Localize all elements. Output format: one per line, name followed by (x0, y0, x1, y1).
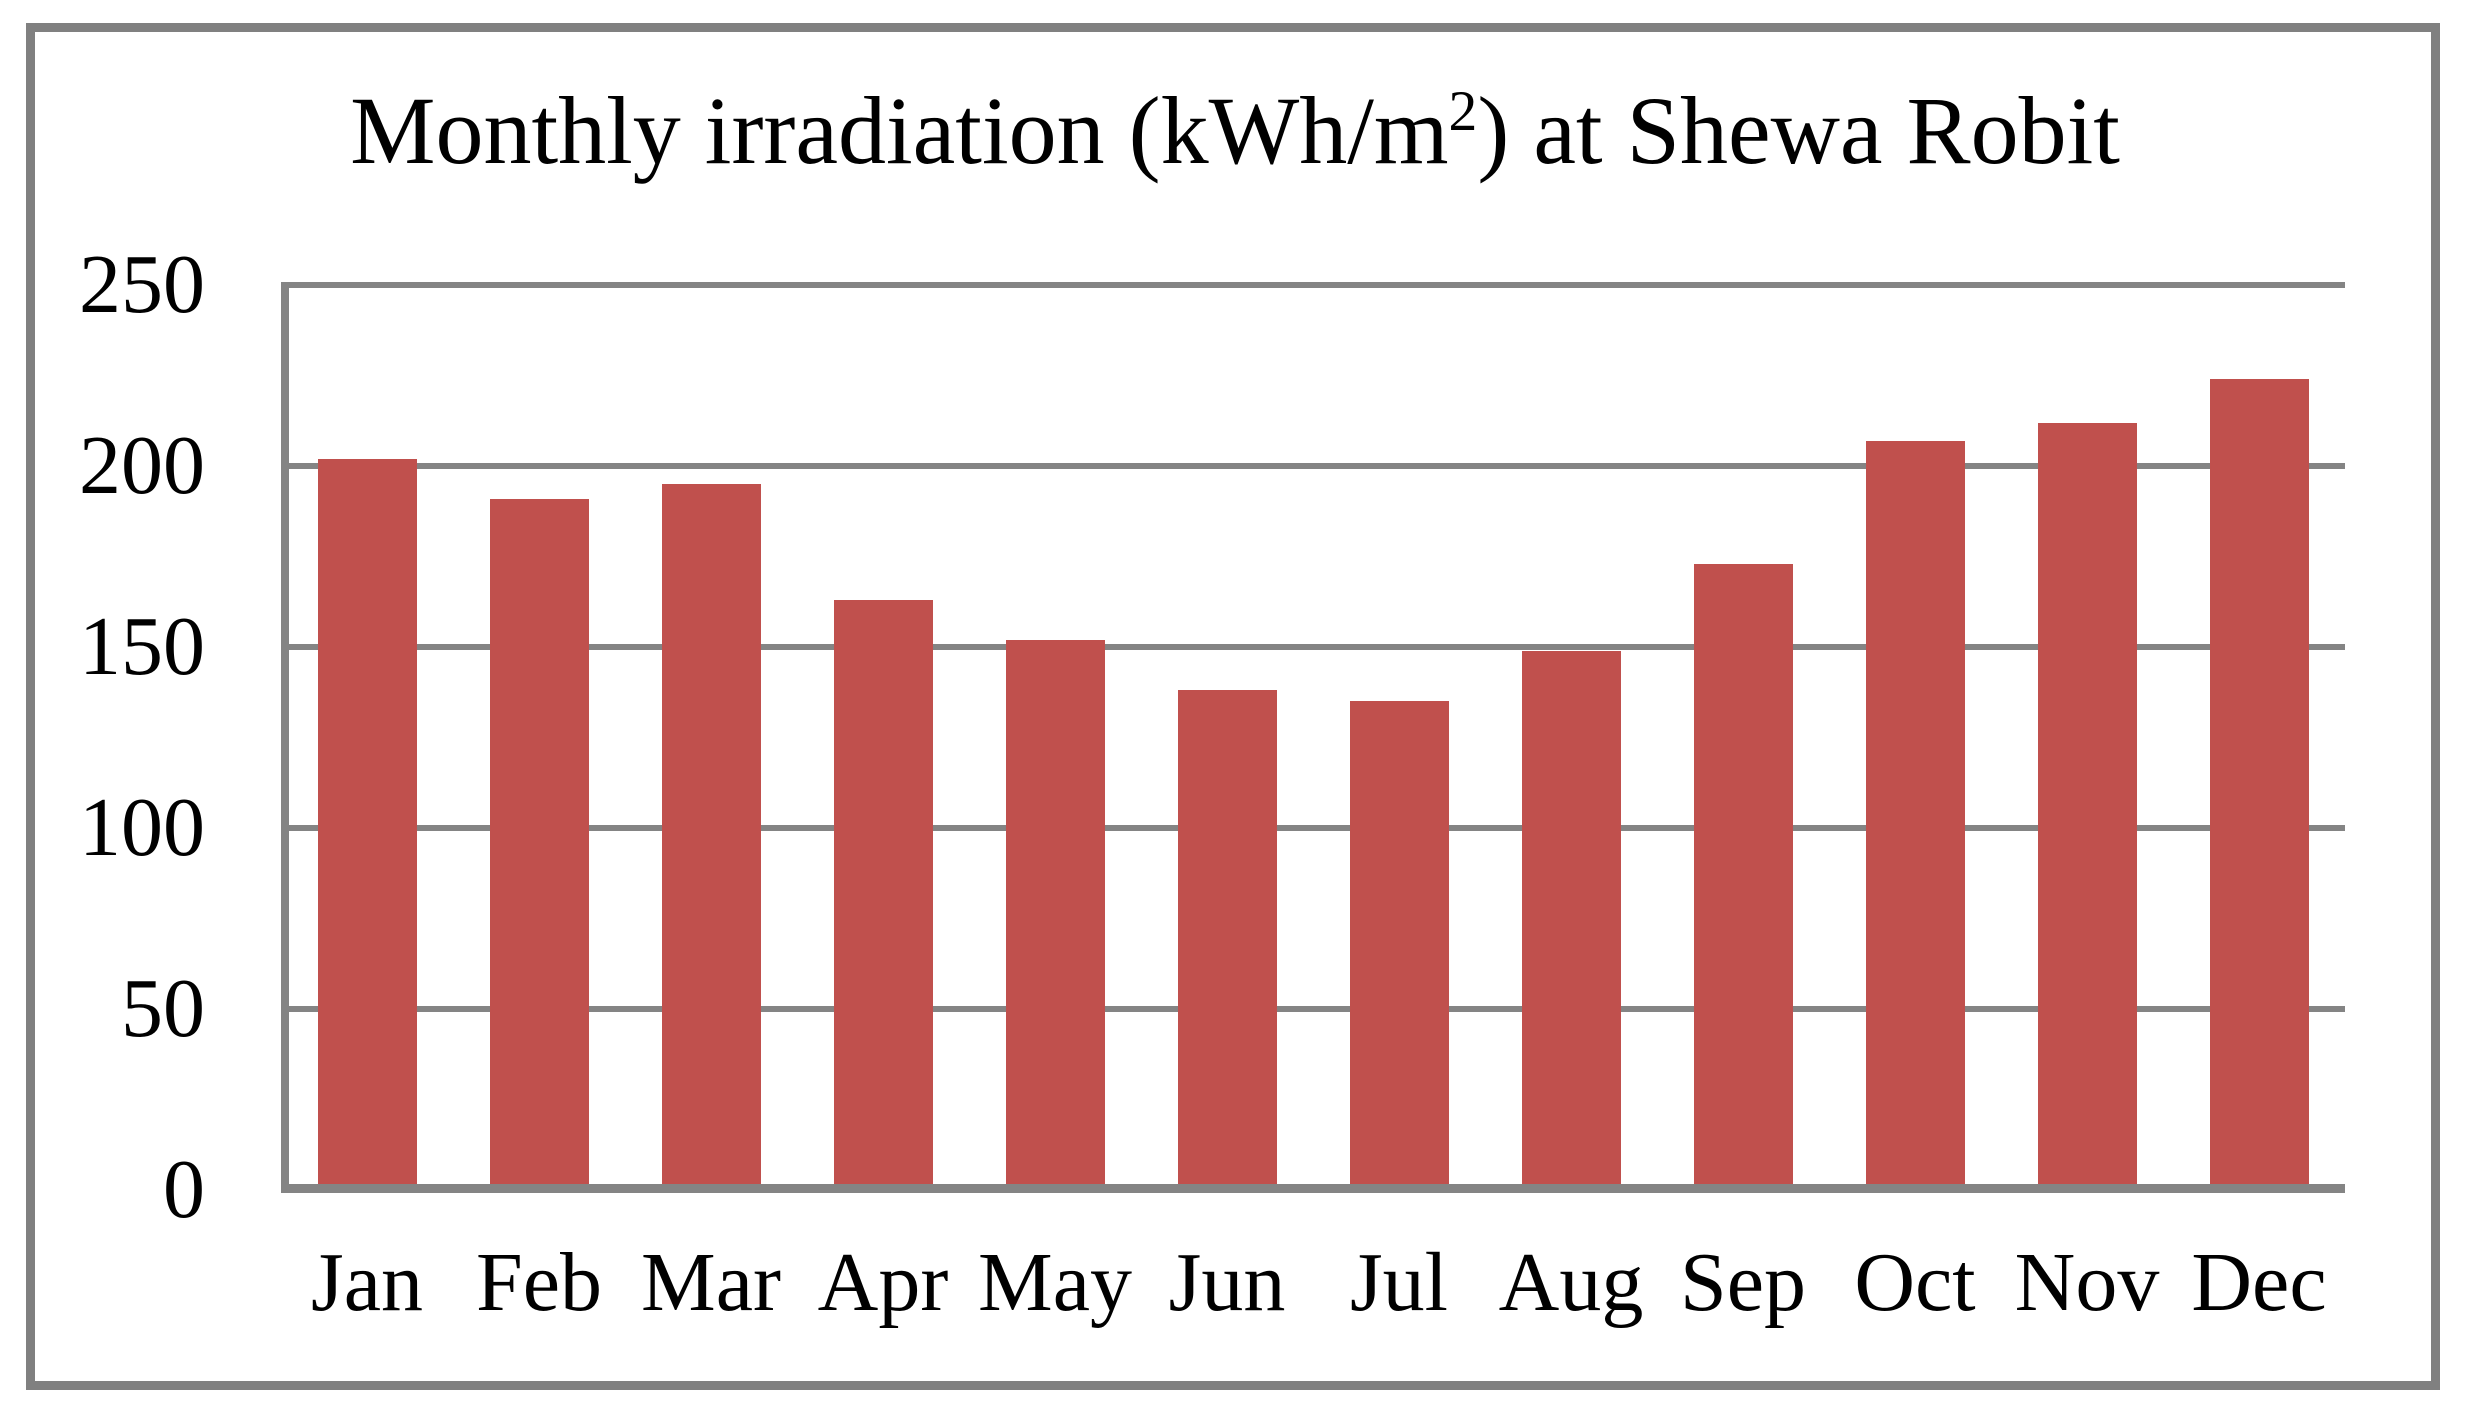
bar-slot-jun (1141, 285, 1313, 1190)
bar-jan (317, 458, 417, 1190)
bar-dec (2209, 379, 2309, 1190)
gridline-250 (281, 282, 2345, 288)
x-axis-line (281, 1184, 2345, 1193)
bar-series (281, 285, 2345, 1190)
gridline-100 (281, 825, 2345, 831)
x-tick-label-jun: Jun (1168, 1236, 1286, 1329)
y-tick-label-50: 50 (121, 962, 205, 1055)
bar-sep (1693, 563, 1793, 1190)
bar-slot-dec (2173, 285, 2345, 1190)
x-tick-label-aug: Aug (1498, 1236, 1644, 1329)
x-tick-label-jul: Jul (1349, 1236, 1449, 1329)
bar-aug (1521, 650, 1621, 1190)
bar-slot-aug (1485, 285, 1657, 1190)
bar-jul (1349, 701, 1449, 1190)
gridline-200 (281, 463, 2345, 469)
bar-slot-may (969, 285, 1141, 1190)
y-axis-line (281, 282, 289, 1193)
bar-jun (1177, 690, 1277, 1190)
x-tick-label-may: May (978, 1236, 1132, 1329)
bar-slot-feb (453, 285, 625, 1190)
bar-slot-jan (281, 285, 453, 1190)
bar-slot-mar (625, 285, 797, 1190)
plot-area (281, 282, 2345, 1193)
chart-title-prefix: Monthly irradiation (kWh/m (350, 77, 1449, 184)
x-tick-label-jan: Jan (311, 1236, 423, 1329)
y-tick-label-0: 0 (163, 1143, 205, 1236)
x-tick-label-sep: Sep (1680, 1236, 1806, 1329)
y-axis-tick-labels: 0 50 100 150 200 250 (0, 0, 205, 1423)
bar-feb (489, 498, 589, 1190)
x-tick-label-nov: Nov (2014, 1236, 2160, 1329)
bar-slot-sep (1657, 285, 1829, 1190)
y-tick-label-200: 200 (79, 419, 205, 512)
x-tick-label-feb: Feb (476, 1236, 602, 1329)
x-tick-label-mar: Mar (641, 1236, 781, 1329)
x-tick-label-dec: Dec (2191, 1236, 2327, 1329)
bar-slot-nov (2001, 285, 2173, 1190)
bar-mar (661, 484, 761, 1190)
bar-slot-jul (1313, 285, 1485, 1190)
bar-slot-oct (1829, 285, 2001, 1190)
bar-oct (1865, 440, 1965, 1190)
x-tick-label-apr: Apr (817, 1236, 949, 1329)
bar-slot-apr (797, 285, 969, 1190)
x-axis-tick-labels: Jan Feb Mar Apr May Jun Jul Aug Sep Oct Nov Dec (281, 1235, 2345, 1331)
y-tick-label-250: 250 (79, 238, 205, 331)
y-tick-label-100: 100 (79, 781, 205, 874)
y-tick-label-150: 150 (79, 600, 205, 693)
gridline-50 (281, 1006, 2345, 1012)
chart-title: Monthly irradiation (kWh/m2) at Shewa Ro… (0, 78, 2470, 184)
chart-title-superscript: 2 (1448, 80, 1478, 143)
gridline-150 (281, 644, 2345, 650)
chart-title-suffix: ) at Shewa Robit (1477, 77, 2120, 184)
bar-apr (833, 599, 933, 1190)
bar-nov (2037, 422, 2137, 1190)
bar-may (1005, 639, 1105, 1190)
x-tick-label-oct: Oct (1854, 1236, 1976, 1329)
